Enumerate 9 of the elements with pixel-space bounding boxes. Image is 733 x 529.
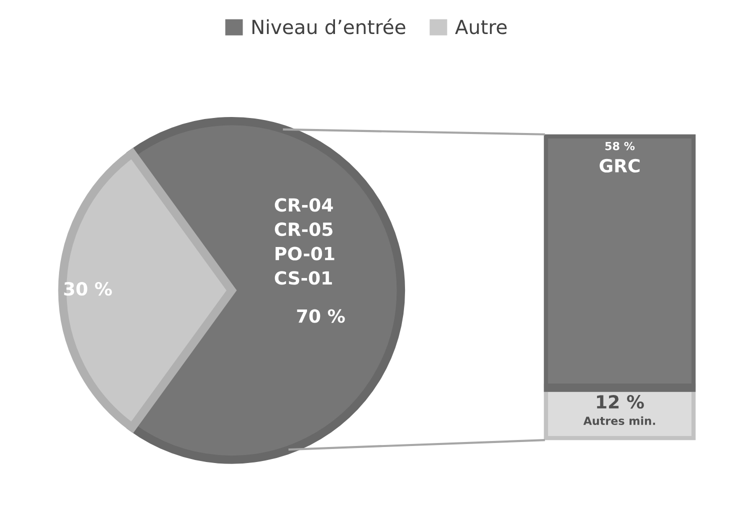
data-label: 58 % — [605, 142, 635, 150]
data-label: 70 % — [297, 309, 345, 323]
data-label: 12 % — [597, 395, 644, 409]
series-label: GRC — [600, 158, 640, 173]
text: CR-04 CR-05 PO-01 CS-01 — [274, 198, 334, 285]
legend-label: Autre — [455, 20, 507, 34]
data-label: 30 % — [64, 282, 112, 296]
series-label: Autres min. — [583, 416, 656, 426]
legend-label: Niveau d’entrée — [252, 18, 406, 34]
